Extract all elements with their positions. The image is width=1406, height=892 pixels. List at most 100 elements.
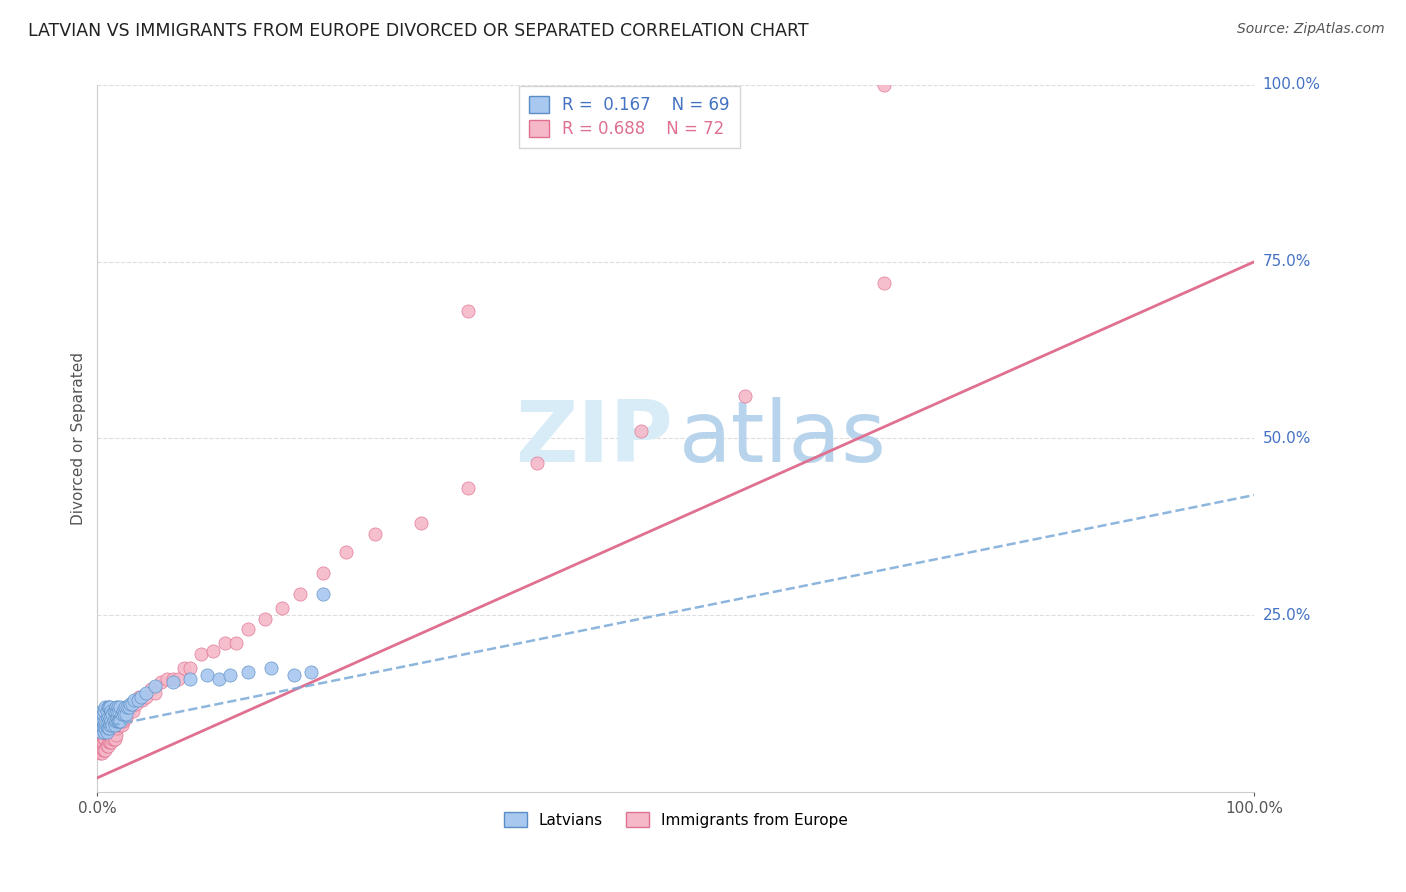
Point bbox=[90, 742, 112, 756]
Point bbox=[117, 700, 139, 714]
Point bbox=[96, 728, 118, 742]
Point bbox=[98, 718, 121, 732]
Point bbox=[91, 735, 114, 749]
Point bbox=[135, 690, 157, 704]
Point bbox=[97, 722, 120, 736]
Point bbox=[97, 722, 120, 736]
Point bbox=[100, 722, 122, 736]
Point bbox=[124, 693, 146, 707]
Point bbox=[104, 731, 127, 746]
Legend: Latvians, Immigrants from Europe: Latvians, Immigrants from Europe bbox=[498, 805, 853, 834]
Point bbox=[873, 78, 896, 92]
Point bbox=[179, 672, 201, 686]
Point bbox=[108, 718, 131, 732]
Text: 50.0%: 50.0% bbox=[1263, 431, 1310, 446]
Point bbox=[97, 722, 120, 736]
Point bbox=[131, 693, 153, 707]
Point bbox=[94, 742, 117, 756]
Point bbox=[110, 700, 132, 714]
Point bbox=[108, 704, 131, 718]
Point bbox=[149, 675, 172, 690]
Point bbox=[91, 722, 114, 736]
Point bbox=[100, 735, 122, 749]
Point bbox=[457, 304, 479, 318]
Point bbox=[91, 728, 114, 742]
Point bbox=[101, 718, 124, 732]
Point bbox=[162, 675, 184, 690]
Point bbox=[91, 746, 114, 760]
Point bbox=[103, 731, 125, 746]
Point bbox=[97, 735, 120, 749]
Point bbox=[131, 690, 153, 704]
Text: ZIP: ZIP bbox=[515, 397, 672, 480]
Point bbox=[104, 728, 127, 742]
Point bbox=[135, 686, 157, 700]
Point bbox=[96, 718, 118, 732]
Point bbox=[94, 722, 117, 736]
Point bbox=[101, 722, 124, 736]
Text: Source: ZipAtlas.com: Source: ZipAtlas.com bbox=[1237, 22, 1385, 37]
Point bbox=[335, 544, 357, 558]
Point bbox=[271, 601, 294, 615]
Point bbox=[117, 704, 139, 718]
Point bbox=[143, 679, 166, 693]
Point bbox=[103, 704, 125, 718]
Point bbox=[101, 707, 124, 722]
Point bbox=[93, 724, 115, 739]
Point bbox=[312, 566, 335, 580]
Point bbox=[101, 731, 124, 746]
Point bbox=[97, 700, 120, 714]
Point bbox=[114, 707, 136, 722]
Point bbox=[111, 718, 134, 732]
Point bbox=[97, 700, 120, 714]
Text: 75.0%: 75.0% bbox=[1263, 254, 1310, 269]
Point bbox=[283, 668, 305, 682]
Point bbox=[254, 612, 277, 626]
Point bbox=[97, 739, 120, 753]
Point bbox=[93, 731, 115, 746]
Point bbox=[225, 636, 247, 650]
Point bbox=[97, 711, 120, 725]
Point bbox=[90, 718, 112, 732]
Point bbox=[260, 661, 283, 675]
Point bbox=[288, 587, 311, 601]
Point bbox=[91, 714, 114, 729]
Point bbox=[97, 714, 120, 729]
Point bbox=[105, 711, 128, 725]
Point bbox=[96, 704, 118, 718]
Point bbox=[91, 714, 114, 729]
Point bbox=[90, 739, 112, 753]
Point bbox=[103, 718, 125, 732]
Text: 100.0%: 100.0% bbox=[1263, 78, 1320, 93]
Point bbox=[104, 700, 127, 714]
Text: LATVIAN VS IMMIGRANTS FROM EUROPE DIVORCED OR SEPARATED CORRELATION CHART: LATVIAN VS IMMIGRANTS FROM EUROPE DIVORC… bbox=[28, 22, 808, 40]
Point bbox=[214, 636, 236, 650]
Point bbox=[124, 697, 146, 711]
Point bbox=[91, 742, 114, 756]
Point bbox=[111, 714, 134, 729]
Point bbox=[107, 700, 129, 714]
Point bbox=[91, 707, 114, 722]
Point bbox=[118, 697, 141, 711]
Point bbox=[96, 724, 118, 739]
Point bbox=[94, 714, 117, 729]
Point bbox=[110, 714, 132, 729]
Point bbox=[312, 587, 335, 601]
Point bbox=[236, 665, 259, 679]
Point bbox=[167, 672, 190, 686]
Point bbox=[114, 700, 136, 714]
Point bbox=[112, 711, 135, 725]
Point bbox=[299, 665, 322, 679]
Point bbox=[112, 707, 135, 722]
Point bbox=[128, 690, 150, 704]
Point bbox=[143, 686, 166, 700]
Point bbox=[120, 700, 142, 714]
Point bbox=[104, 718, 127, 732]
Point bbox=[115, 711, 138, 725]
Point bbox=[110, 714, 132, 729]
Point bbox=[526, 456, 548, 470]
Point bbox=[139, 682, 162, 697]
Point bbox=[93, 742, 115, 756]
Point bbox=[91, 735, 114, 749]
Point bbox=[98, 700, 121, 714]
